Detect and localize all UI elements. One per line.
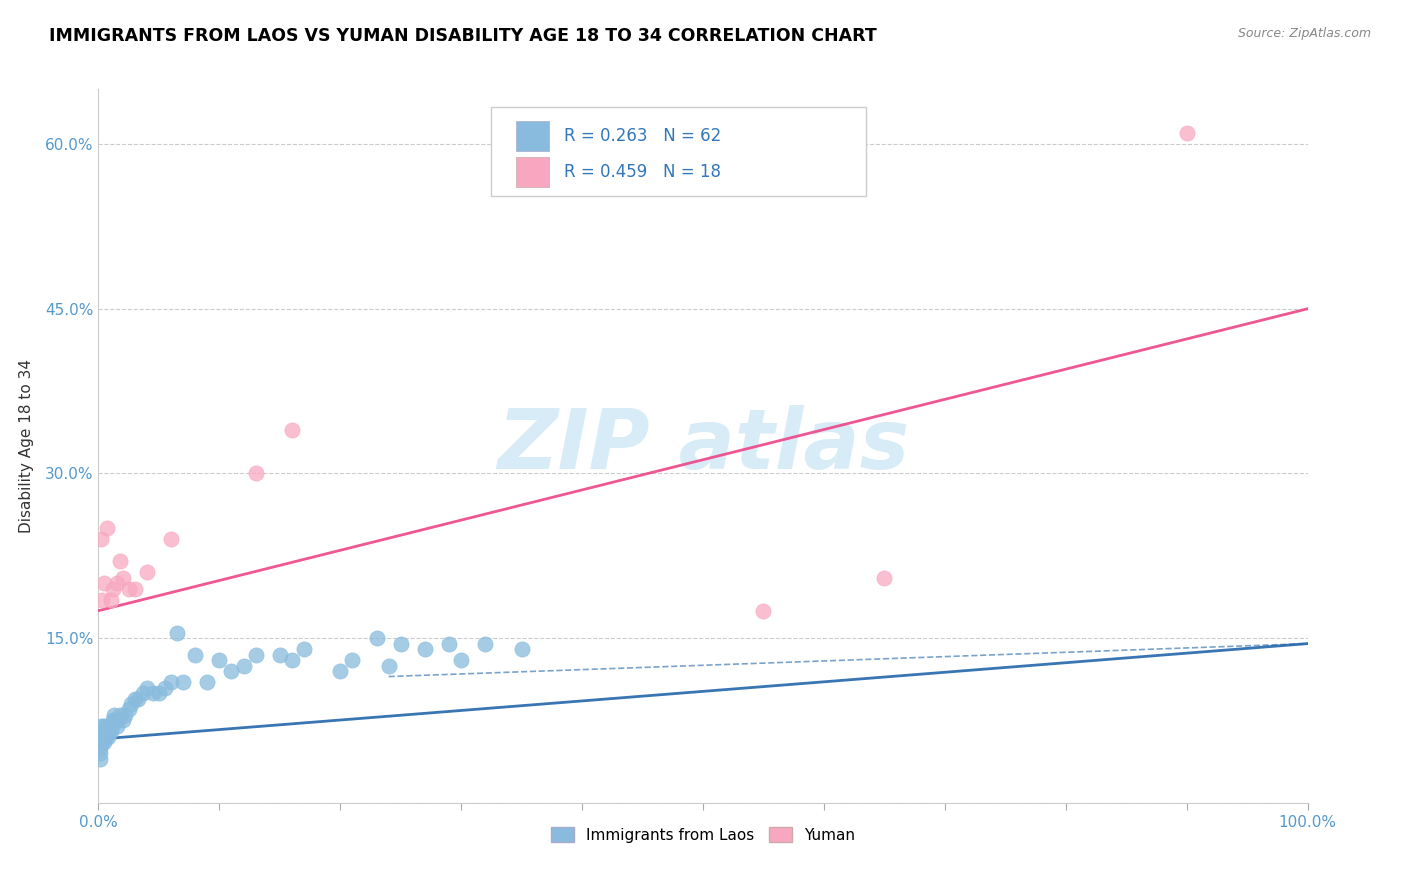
Point xyxy=(166,625,188,640)
Point xyxy=(111,571,134,585)
FancyBboxPatch shape xyxy=(516,157,550,187)
Point xyxy=(100,592,122,607)
Point xyxy=(101,582,124,596)
Point xyxy=(1175,126,1198,140)
Point xyxy=(97,719,120,733)
Point xyxy=(292,642,315,657)
Point xyxy=(281,423,304,437)
Point xyxy=(98,724,121,739)
Point xyxy=(245,467,267,481)
Text: IMMIGRANTS FROM LAOS VS YUMAN DISABILITY AGE 18 TO 34 CORRELATION CHART: IMMIGRANTS FROM LAOS VS YUMAN DISABILITY… xyxy=(49,27,877,45)
Point xyxy=(172,675,194,690)
Text: Source: ZipAtlas.com: Source: ZipAtlas.com xyxy=(1237,27,1371,40)
Point xyxy=(101,714,124,728)
Point xyxy=(160,533,183,547)
Point xyxy=(342,653,364,667)
Point xyxy=(413,642,436,657)
Point xyxy=(105,719,128,733)
Point xyxy=(90,719,112,733)
Point xyxy=(127,691,149,706)
Point xyxy=(104,714,127,728)
Point xyxy=(160,675,183,690)
FancyBboxPatch shape xyxy=(516,121,550,152)
Point xyxy=(100,719,122,733)
Point xyxy=(93,576,115,591)
Point xyxy=(221,664,243,678)
Point xyxy=(90,730,112,744)
Legend: Immigrants from Laos, Yuman: Immigrants from Laos, Yuman xyxy=(544,821,862,848)
Point xyxy=(195,675,218,690)
Point xyxy=(90,724,112,739)
Point xyxy=(91,730,114,744)
Point xyxy=(281,653,304,667)
Point xyxy=(90,533,112,547)
Point xyxy=(752,604,775,618)
Point xyxy=(96,521,118,535)
Point xyxy=(124,582,146,596)
Point xyxy=(107,714,129,728)
Point xyxy=(135,566,157,580)
Point xyxy=(94,724,117,739)
Point xyxy=(873,571,896,585)
Point xyxy=(450,653,472,667)
Point xyxy=(108,554,131,568)
Point xyxy=(100,719,122,733)
Text: ZIP atlas: ZIP atlas xyxy=(496,406,910,486)
Point xyxy=(108,708,131,723)
FancyBboxPatch shape xyxy=(492,107,866,196)
Point xyxy=(89,747,111,761)
Point xyxy=(142,686,165,700)
Point xyxy=(510,642,533,657)
Point xyxy=(89,740,111,755)
Point xyxy=(118,702,141,716)
Point xyxy=(208,653,231,667)
Point xyxy=(135,681,157,695)
Point xyxy=(148,686,170,700)
Point xyxy=(377,658,399,673)
Point xyxy=(91,724,114,739)
Point xyxy=(437,637,460,651)
Y-axis label: Disability Age 18 to 34: Disability Age 18 to 34 xyxy=(18,359,34,533)
Point xyxy=(153,681,176,695)
Point xyxy=(329,664,352,678)
Point xyxy=(90,735,112,749)
Point xyxy=(111,714,134,728)
Point xyxy=(96,724,118,739)
Point xyxy=(366,631,388,645)
Point xyxy=(269,648,291,662)
Point xyxy=(89,752,111,766)
Point xyxy=(474,637,496,651)
Point xyxy=(232,658,254,673)
Text: R = 0.263   N = 62: R = 0.263 N = 62 xyxy=(564,128,721,145)
Point xyxy=(91,735,114,749)
Point xyxy=(93,719,115,733)
Point xyxy=(103,708,125,723)
Point xyxy=(124,691,146,706)
Point xyxy=(94,730,117,744)
Point xyxy=(105,576,128,591)
Point xyxy=(97,730,120,744)
Point xyxy=(120,697,142,711)
Point xyxy=(91,724,114,739)
Point xyxy=(91,592,114,607)
Point xyxy=(100,724,122,739)
Point xyxy=(91,730,114,744)
Text: R = 0.459   N = 18: R = 0.459 N = 18 xyxy=(564,163,721,181)
Point xyxy=(389,637,412,651)
Point xyxy=(132,686,155,700)
Point xyxy=(118,582,141,596)
Point xyxy=(245,648,267,662)
Point xyxy=(114,708,136,723)
Point xyxy=(93,735,115,749)
Point xyxy=(184,648,207,662)
